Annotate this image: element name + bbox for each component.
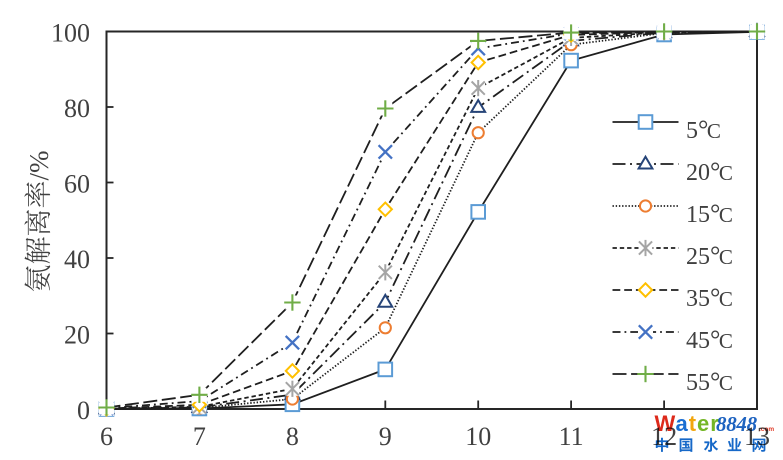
svg-text:35°C: 35°C [686, 283, 733, 312]
svg-text:.com: .com [759, 426, 774, 433]
svg-text:20: 20 [64, 321, 90, 350]
svg-text:Water: Water [655, 411, 720, 436]
svg-text:45°C: 45°C [686, 325, 733, 354]
svg-text:20°C: 20°C [686, 157, 733, 186]
svg-text:5°C: 5°C [686, 115, 721, 144]
svg-text:55°C: 55°C [686, 367, 733, 396]
svg-text:11: 11 [559, 422, 584, 451]
svg-text:25°C: 25°C [686, 241, 733, 270]
svg-text:100: 100 [51, 19, 90, 48]
svg-text:10: 10 [465, 422, 491, 451]
svg-text:0: 0 [77, 396, 90, 425]
svg-text:6: 6 [100, 422, 113, 451]
svg-text:15°C: 15°C [686, 199, 733, 228]
svg-text:9: 9 [379, 422, 392, 451]
svg-text:7: 7 [193, 422, 206, 451]
svg-text:8: 8 [286, 422, 299, 451]
svg-text:8848: 8848 [716, 412, 758, 436]
svg-text:60: 60 [64, 170, 90, 199]
svg-text:/%: /% [24, 151, 54, 181]
svg-text:80: 80 [64, 94, 90, 123]
svg-text:40: 40 [64, 245, 90, 274]
